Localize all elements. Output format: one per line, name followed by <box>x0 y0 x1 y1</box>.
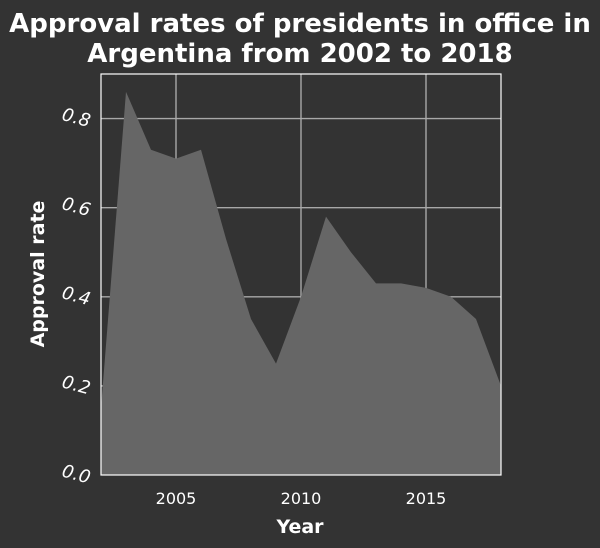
area-series <box>101 91 501 476</box>
y-tick-label-0.6: 0.6 <box>60 193 93 221</box>
y-tick-label-0.8: 0.8 <box>60 104 93 132</box>
x-tick-label-2005: 2005 <box>156 489 197 508</box>
x-axis-label: Year <box>275 516 324 538</box>
y-tick-label-0.4: 0.4 <box>60 282 93 310</box>
plot-area: 2005 2010 2015 0.0 0.2 0.4 0.6 0.8 <box>60 73 502 508</box>
y-axis-label: Approval rate <box>27 201 49 348</box>
chart-title-line-1: Approval rates of presidents in office i… <box>9 9 591 39</box>
chart-title-line-2: Argentina from 2002 to 2018 <box>87 39 512 69</box>
x-tick-label-2010: 2010 <box>281 489 322 508</box>
y-tick-label-0.0: 0.0 <box>60 461 93 489</box>
plot-frame <box>100 73 502 476</box>
x-tick-label-2015: 2015 <box>406 489 447 508</box>
y-tick-label-0.2: 0.2 <box>60 372 93 400</box>
